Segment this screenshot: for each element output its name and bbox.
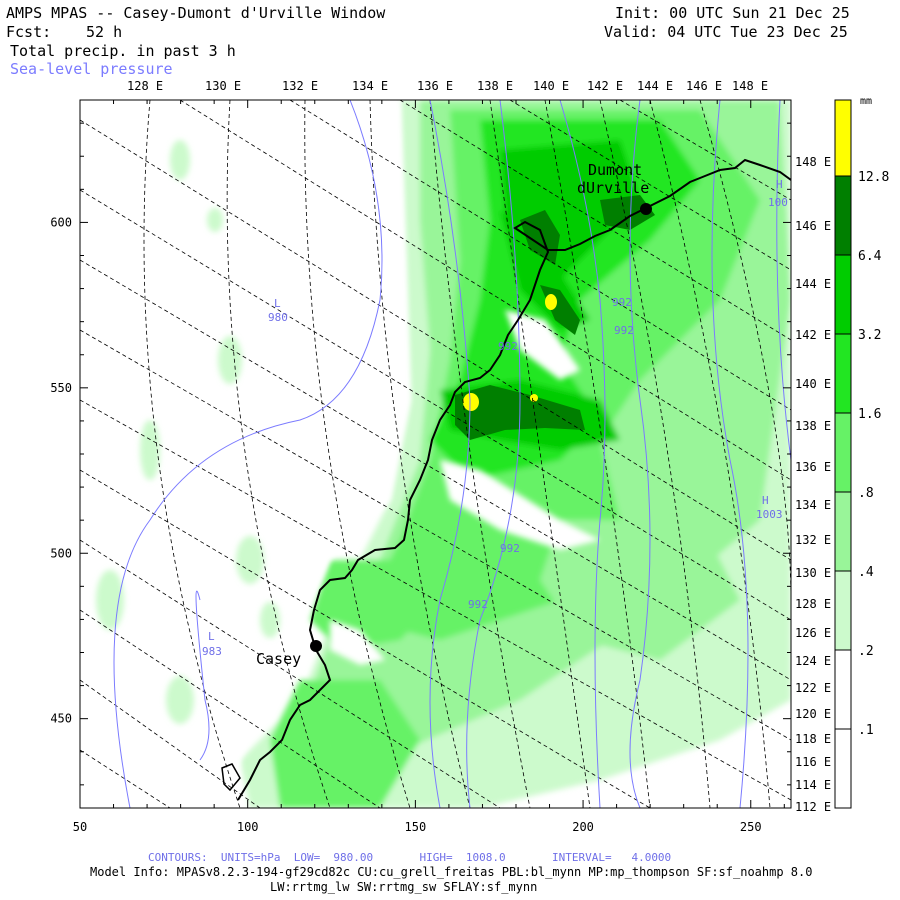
right-lon-label: 148 E <box>795 155 831 169</box>
slp-contours <box>113 100 791 808</box>
top-lon-label: 148 E <box>732 79 768 93</box>
right-lon-label: 146 E <box>795 219 831 233</box>
top-lon-label: 132 E <box>282 79 318 93</box>
right-lon-label: 126 E <box>795 626 831 640</box>
right-lon-label: 136 E <box>795 460 831 474</box>
colorbar-label: .1 <box>858 723 874 738</box>
colorbar: mm 12.8 6.4 3.2 1.6 .8 .4 .2 .1 <box>834 96 889 809</box>
top-lon-label: 144 E <box>637 79 673 93</box>
colorbar-bin <box>835 571 851 650</box>
right-lon-label: 130 E <box>795 566 831 580</box>
colorbar-bin <box>835 100 851 176</box>
model-info-2: LW:rrtmg_lw SW:rrtmg_sw SFLAY:sf_mynn <box>270 880 538 894</box>
colorbar-bin <box>835 413 851 492</box>
latlon-grid <box>80 100 791 808</box>
x-tick-label: 150 <box>405 820 427 834</box>
y-tick-label: 550 <box>50 381 72 395</box>
valid-time: Valid: 04 UTC Tue 23 Dec 25 <box>604 23 848 41</box>
right-lon-label: 140 E <box>795 377 831 391</box>
precip-field <box>80 100 791 808</box>
right-lon-label: 144 E <box>795 277 831 291</box>
forecast-label: Fcst: <box>6 23 52 41</box>
colorbar-unit: mm <box>860 96 872 107</box>
station-label-dumont: Dumont <box>588 161 642 179</box>
forecast-hour: 52 h <box>86 23 123 41</box>
right-lon-label: 116 E <box>795 755 831 769</box>
right-lon-label: 114 E <box>795 778 831 792</box>
station-marker-casey <box>310 640 322 652</box>
top-lon-label: 128 E <box>127 79 163 93</box>
right-lon-label: 118 E <box>795 732 831 746</box>
y-axis: 450 500 550 600 <box>50 122 791 786</box>
y-tick-label: 450 <box>50 712 72 726</box>
x-tick-label: 50 <box>73 820 87 834</box>
init-time: Init: 00 UTC Sun 21 Dec 25 <box>615 4 850 22</box>
map-title: AMPS MPAS -- Casey-Dumont d'Urville Wind… <box>6 4 386 22</box>
colorbar-bin <box>835 334 851 413</box>
x-tick-label: 100 <box>237 820 259 834</box>
top-lon-label: 134 E <box>352 79 388 93</box>
colorbar-bin <box>835 492 851 571</box>
right-lon-label: 122 E <box>795 681 831 695</box>
y-tick-label: 500 <box>50 546 72 560</box>
slp-contour-label: 992 <box>614 324 634 337</box>
precip-max <box>545 294 557 310</box>
station-marker-dumont <box>640 203 652 215</box>
station-label-casey: Casey <box>256 650 301 668</box>
precip-max <box>463 393 479 411</box>
right-lon-label: 138 E <box>795 419 831 433</box>
right-lon-label: 132 E <box>795 533 831 547</box>
slp-center-value: 983 <box>202 645 222 658</box>
y-tick-label: 600 <box>50 215 72 229</box>
slp-contour-label: 992 <box>498 340 518 353</box>
slp-center-letter: H <box>776 178 783 191</box>
overlay-name: Sea-level pressure <box>10 60 173 78</box>
right-lon-label: 120 E <box>795 707 831 721</box>
slp-center-value: 1003 <box>756 508 783 521</box>
top-lon-label: 136 E <box>417 79 453 93</box>
field-name: Total precip. in past 3 h <box>10 42 236 60</box>
right-lon-labels: 148 E 146 E 144 E 142 E 140 E 138 E 136 … <box>795 155 831 814</box>
colorbar-label: .8 <box>858 486 874 501</box>
slp-contour-label: 992 <box>612 296 632 309</box>
colorbar-bin <box>835 176 851 255</box>
right-lon-label: 142 E <box>795 328 831 342</box>
slp-center-letter: L <box>274 297 281 310</box>
station-label-dumont-2: dUrville <box>577 179 649 197</box>
slp-center-value: 100 <box>768 196 788 209</box>
slp-center-letter: L <box>208 630 215 643</box>
top-lon-label: 146 E <box>686 79 722 93</box>
top-lon-label: 140 E <box>533 79 569 93</box>
top-lon-label: 138 E <box>477 79 513 93</box>
precip-max <box>530 394 538 402</box>
model-info: Model Info: MPASv8.2.3-194-gf29cd82c CU:… <box>90 865 813 879</box>
contour-info: CONTOURS: UNITS=hPa LOW= 980.00 HIGH= 10… <box>148 851 672 864</box>
top-lon-labels: 128 E 130 E 132 E 134 E 136 E 138 E 140 … <box>127 79 768 93</box>
colorbar-label: 12.8 <box>858 170 889 185</box>
slp-center-value: 980 <box>268 311 288 324</box>
colorbar-label: 6.4 <box>858 249 882 264</box>
colorbar-bin <box>835 255 851 334</box>
x-axis: 50 100 150 200 250 <box>73 100 785 834</box>
right-lon-label: 128 E <box>795 597 831 611</box>
slp-contour-label: 992 <box>468 598 488 611</box>
colorbar-label: 3.2 <box>858 328 881 343</box>
right-lon-label: 124 E <box>795 654 831 668</box>
right-lon-label: 134 E <box>795 498 831 512</box>
top-lon-label: 130 E <box>205 79 241 93</box>
coastline <box>237 158 791 801</box>
right-lon-label: 112 E <box>795 800 831 814</box>
x-tick-label: 200 <box>572 820 594 834</box>
top-lon-label: 142 E <box>587 79 623 93</box>
colorbar-label: 1.6 <box>858 407 881 422</box>
slp-contour-label: 992 <box>500 542 520 555</box>
colorbar-label: .2 <box>858 644 874 659</box>
slp-center-letter: H <box>762 494 769 507</box>
colorbar-label: .4 <box>858 565 874 580</box>
x-tick-label: 250 <box>740 820 762 834</box>
